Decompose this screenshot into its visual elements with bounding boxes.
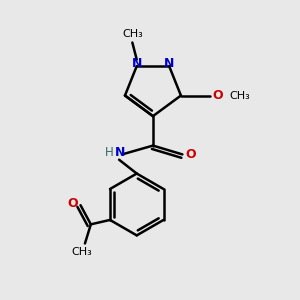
Text: N: N (132, 57, 142, 70)
Text: H: H (104, 146, 113, 159)
Text: O: O (213, 89, 223, 102)
Text: N: N (164, 57, 174, 70)
Text: O: O (67, 197, 78, 210)
Text: O: O (185, 148, 196, 161)
Text: CH₃: CH₃ (122, 29, 143, 39)
Text: CH₃: CH₃ (230, 91, 250, 100)
Text: CH₃: CH₃ (72, 247, 92, 257)
Text: N: N (115, 146, 125, 159)
